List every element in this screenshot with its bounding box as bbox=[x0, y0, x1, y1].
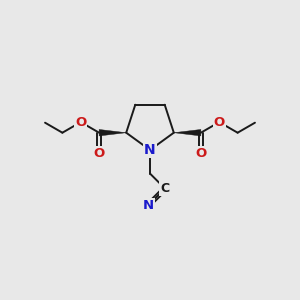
Text: O: O bbox=[94, 147, 105, 160]
Text: O: O bbox=[214, 116, 225, 129]
Text: N: N bbox=[143, 199, 154, 212]
Text: C: C bbox=[160, 182, 169, 195]
Text: N: N bbox=[144, 143, 156, 157]
Polygon shape bbox=[99, 130, 126, 136]
Text: O: O bbox=[195, 147, 206, 160]
Text: O: O bbox=[75, 116, 86, 129]
Polygon shape bbox=[174, 130, 201, 136]
